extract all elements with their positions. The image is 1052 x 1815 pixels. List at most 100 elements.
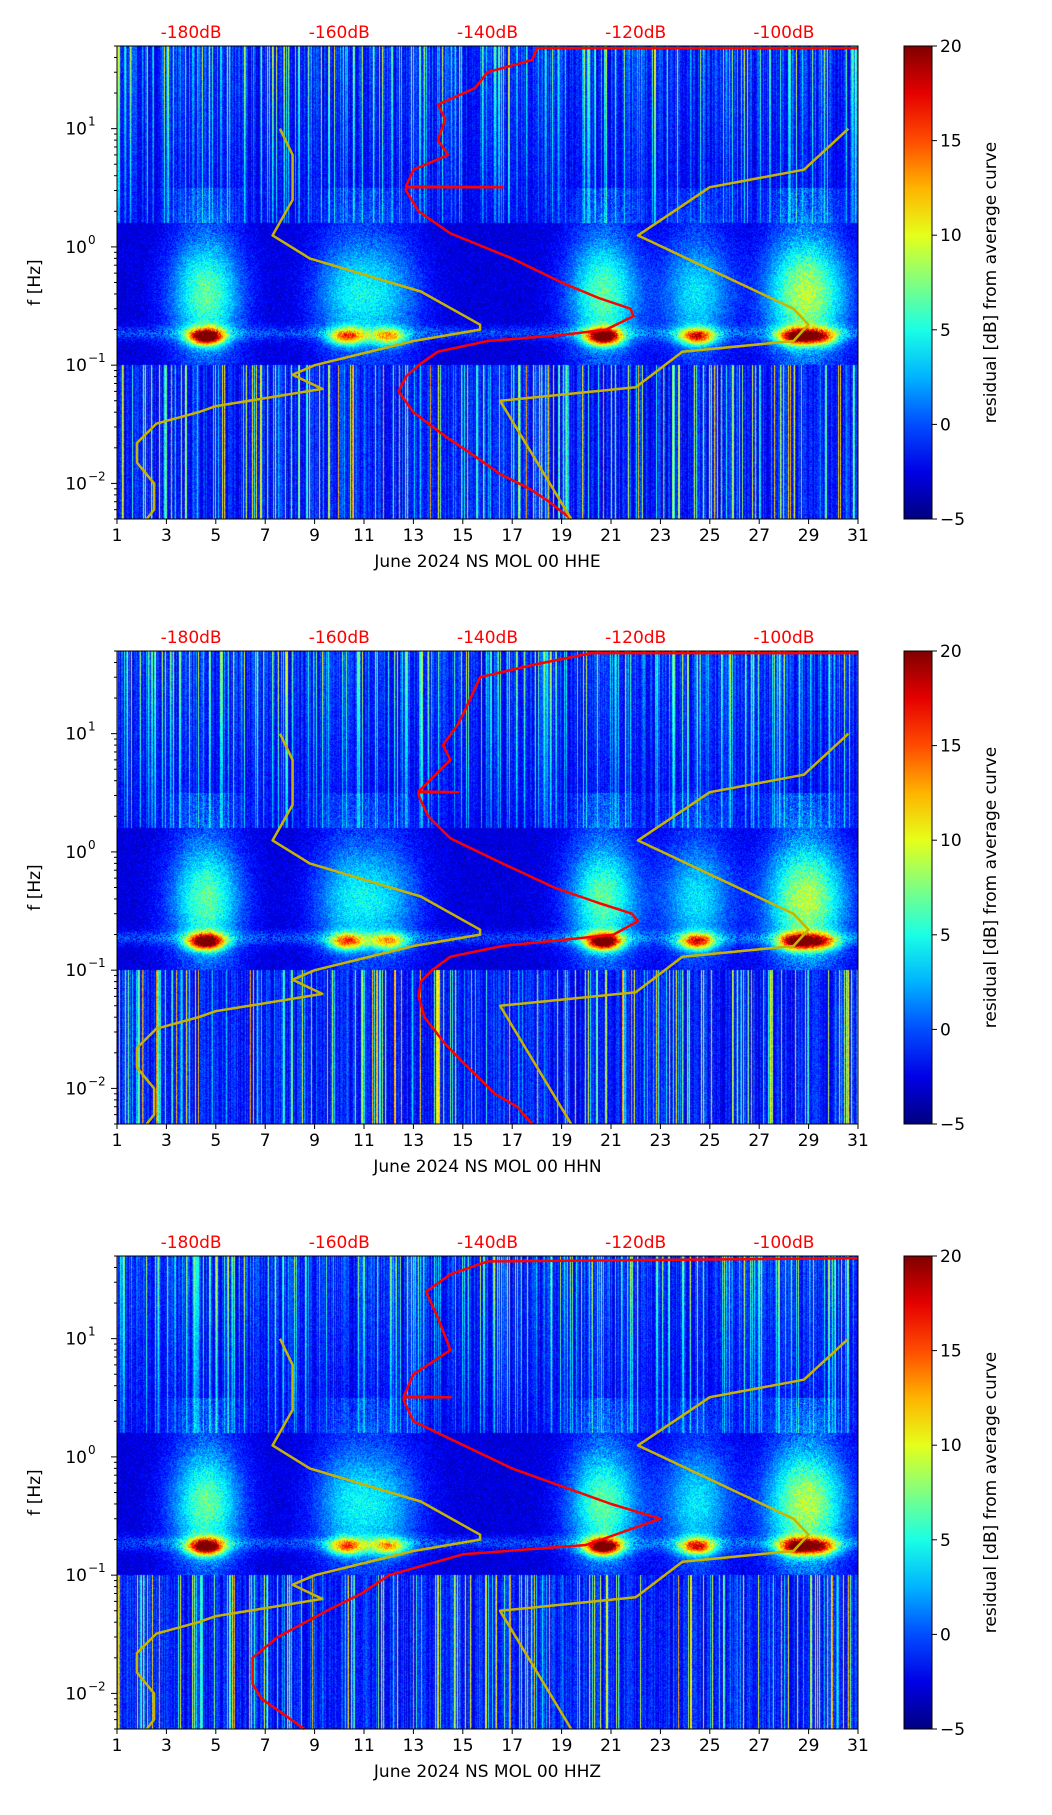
x-tick-label: 13 [403, 526, 425, 546]
x-tick-label: 29 [798, 1736, 820, 1756]
colorbar [903, 1255, 933, 1730]
series-line-mean-psd [397, 46, 858, 520]
colorbar-tick-label: 0 [940, 1020, 951, 1040]
x-tick-label: 3 [161, 526, 172, 546]
colorbar-tick-label: 15 [940, 737, 962, 757]
top-db-tick-label: -120dB [605, 628, 666, 648]
colorbar-tick-label: 5 [940, 1531, 951, 1551]
colorbar-tick-label: 0 [940, 415, 951, 435]
x-tick-label: 21 [600, 526, 622, 546]
colorbar-tick-label: 15 [940, 1342, 962, 1362]
x-tick-label: 1 [112, 526, 123, 546]
x-tick-label: 19 [551, 526, 573, 546]
x-tick-label: 1 [112, 1131, 123, 1151]
x-tick-label: 1 [112, 1736, 123, 1756]
x-tick-label: 27 [748, 1131, 770, 1151]
x-tick-label: 13 [403, 1131, 425, 1151]
colorbar-tick-label: −5 [940, 1720, 965, 1740]
x-tick-label: 25 [699, 1736, 721, 1756]
colorbar-tick-label: 5 [940, 321, 951, 341]
x-tick-label: 21 [600, 1736, 622, 1756]
x-tick-label: 21 [600, 1131, 622, 1151]
y-tick-label: 10 [65, 474, 87, 494]
colorbar-tick-label: 10 [940, 226, 962, 246]
x-tick-label: 29 [798, 1131, 820, 1151]
x-tick-label: 15 [452, 526, 474, 546]
y-axis-label: f [Hz] [25, 864, 45, 910]
x-tick-label: 7 [260, 526, 271, 546]
top-db-tick-label: -100dB [753, 23, 814, 43]
series-line-mean-psd [251, 1256, 859, 1731]
colorbar-tick-label: −5 [940, 510, 965, 530]
plot-frame [116, 45, 859, 520]
x-tick-label: 13 [403, 1736, 425, 1756]
colorbar-label: residual [dB] from average curve [981, 1352, 1001, 1633]
x-axis-label: June 2024 NS MOL 00 HHE [373, 552, 600, 572]
series-line-high-noise-model [498, 732, 850, 1125]
panel-hhe: 1 3 5 7 9 11 13 15 17 19 21 23 25 27 29 31 June 2024 NS … [0, 0, 1052, 605]
x-tick-label: 19 [551, 1736, 573, 1756]
series-line-low-noise-model [135, 733, 482, 1125]
colorbar-tick-label: 10 [940, 831, 962, 851]
x-axis-label: June 2024 NS MOL 00 HHZ [373, 1762, 601, 1782]
colorbar [903, 650, 933, 1125]
colorbar-tick-label: 5 [940, 926, 951, 946]
x-tick-label: 17 [501, 1131, 523, 1151]
x-tick-label: 9 [309, 1736, 320, 1756]
colorbar-tick-label: 10 [940, 1436, 962, 1456]
x-tick-label: 23 [650, 1131, 672, 1151]
y-tick-label: 10 [65, 1684, 87, 1704]
x-tick-label: 27 [748, 1736, 770, 1756]
x-tick-label: 29 [798, 526, 820, 546]
y-tick-label: 10 [65, 843, 87, 863]
colorbar-label: residual [dB] from average curve [981, 747, 1001, 1028]
y-tick-exponent: 1 [88, 115, 96, 129]
y-tick-exponent: 0 [88, 838, 96, 852]
x-tick-label: 11 [353, 1736, 375, 1756]
top-db-tick-label: -120dB [605, 23, 666, 43]
x-tick-label: 23 [650, 1736, 672, 1756]
y-axis-label: f [Hz] [25, 259, 45, 305]
series-line-low-noise-model [135, 1338, 482, 1730]
series-line-low-noise-model [135, 128, 482, 520]
spectrogram-heatmap [117, 651, 858, 1124]
y-tick-label: 10 [65, 238, 87, 258]
colorbar-tick-label: 15 [940, 132, 962, 152]
spectrogram-heatmap [117, 46, 858, 519]
top-db-tick-label: -180dB [161, 628, 222, 648]
colorbar-tick-label: 20 [940, 642, 962, 662]
x-tick-label: 3 [161, 1736, 172, 1756]
y-tick-exponent: 0 [88, 1443, 96, 1457]
top-db-tick-label: -140dB [457, 23, 518, 43]
y-tick-exponent: −2 [88, 1074, 106, 1088]
plot-frame [116, 650, 859, 1125]
y-tick-label: 10 [65, 356, 87, 376]
x-tick-label: 27 [748, 526, 770, 546]
x-tick-label: 9 [309, 526, 320, 546]
y-tick-exponent: −2 [88, 469, 106, 483]
y-tick-exponent: −1 [88, 1561, 106, 1575]
panel-hhn: 1 3 5 7 9 11 13 15 17 19 21 23 25 27 29 31 June 2024 NS … [0, 605, 1052, 1210]
x-tick-label: 3 [161, 1131, 172, 1151]
top-db-tick-label: -180dB [161, 1233, 222, 1253]
top-db-tick-label: -100dB [753, 628, 814, 648]
y-axis-label: f [Hz] [25, 1469, 45, 1515]
series-line-mean-psd [417, 651, 858, 1125]
y-tick-exponent: −2 [88, 1679, 106, 1693]
x-tick-label: 15 [452, 1131, 474, 1151]
x-tick-label: 5 [210, 1736, 221, 1756]
top-db-tick-label: -140dB [457, 1233, 518, 1253]
top-db-tick-label: -120dB [605, 1233, 666, 1253]
x-tick-label: 31 [847, 1736, 869, 1756]
series-line-high-noise-model [498, 127, 850, 520]
colorbar-tick-label: 20 [940, 37, 962, 57]
colorbar-tick-label: 0 [940, 1625, 951, 1645]
x-tick-label: 17 [501, 526, 523, 546]
x-tick-label: 11 [353, 1131, 375, 1151]
colorbar-tick-label: −5 [940, 1115, 965, 1135]
y-tick-label: 10 [65, 1330, 87, 1350]
series-line-high-noise-model [498, 1337, 850, 1730]
